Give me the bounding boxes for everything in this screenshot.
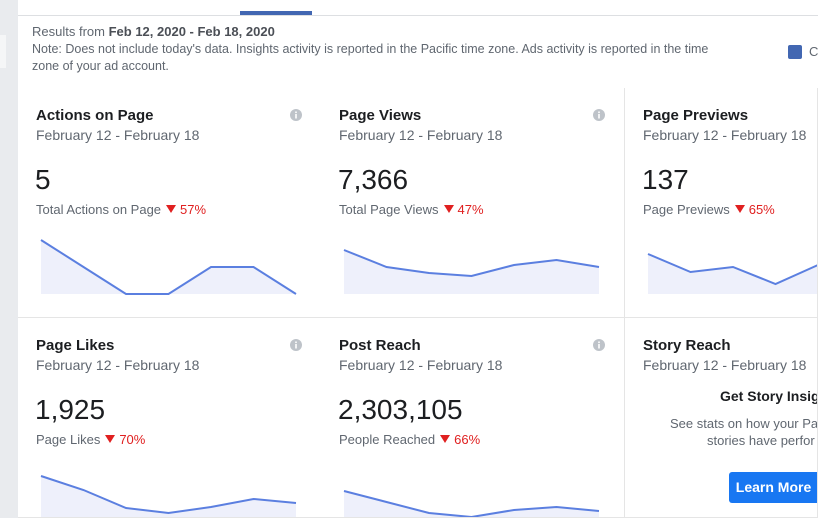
change-percent: 47% [457, 202, 484, 217]
card-title: Page Views [339, 107, 422, 124]
card-title: Story Reach [643, 337, 731, 354]
card-title: Page Likes [36, 337, 115, 354]
side-tab [0, 35, 6, 68]
change-percent: 65% [748, 202, 775, 217]
card-subtitle: February 12 - February 18 [339, 127, 503, 143]
info-glyph [295, 114, 297, 119]
sparkline [647, 253, 817, 294]
metric-line: Page Likes 70% [36, 432, 145, 447]
sparkline-line [343, 490, 600, 517]
card-subtitle: February 12 - February 18 [36, 127, 200, 143]
metric-card: Page Views February 12 - February 18 7,366… [321, 88, 625, 318]
info-icon [290, 109, 302, 121]
info-icon [593, 339, 605, 351]
legend-label: C [809, 44, 818, 59]
story-heading: Get Story Insigh [720, 388, 818, 404]
metric-label: Total Actions on Page [36, 202, 162, 217]
metric-line: Total Page Views 47% [339, 202, 484, 217]
info-glyph [598, 344, 600, 349]
metric-card: Post Reach February 12 - February 18 2,303… [321, 318, 625, 518]
info-dot [598, 341, 600, 344]
card-title: Page Previews [643, 107, 749, 124]
sparkline-line [647, 253, 817, 286]
results-prefix: Results from [32, 24, 105, 39]
metric-value: 137 [642, 164, 689, 195]
info-icon [593, 109, 605, 121]
story-text: stories have perfor [707, 433, 815, 448]
change-arrow [440, 435, 451, 443]
metric-card: Page Likes February 12 - February 18 1,925… [18, 318, 322, 518]
change-arrow [166, 205, 177, 213]
sparkline-line [40, 239, 297, 295]
metric-line: Page Previews 65% [643, 202, 775, 217]
sparkline-area [344, 250, 599, 294]
down-triangle [443, 205, 454, 213]
change-arrow [105, 435, 116, 443]
sparkline-area [41, 240, 296, 294]
metric-line: Total Actions on Page 57% [36, 202, 206, 217]
metric-line: People Reached 66% [339, 432, 480, 447]
info-dot [598, 111, 600, 114]
card-subtitle: February 12 - February 18 [643, 127, 807, 143]
metric-value: 5 [35, 164, 51, 195]
sparkline [40, 239, 297, 295]
header: Results from Feb 12, 2020 - Feb 18, 2020… [18, 0, 818, 88]
down-triangle [105, 435, 116, 443]
card-subtitle: February 12 - February 18 [339, 357, 503, 373]
sparkline [40, 475, 297, 517]
info-glyph [598, 114, 600, 119]
metric-label: People Reached [339, 432, 436, 447]
story-text: See stats on how your Pa [670, 416, 818, 431]
info-icon [290, 339, 302, 351]
metric-label: Page Previews [643, 202, 730, 217]
legend-swatch [788, 45, 802, 59]
tab-bar [18, 0, 818, 16]
down-triangle [734, 205, 745, 213]
card-title: Actions on Page [36, 107, 154, 124]
metric-card: Page Previews February 12 - February 18 13… [625, 88, 818, 318]
sparkline-area [648, 254, 817, 294]
sparkline [343, 249, 600, 294]
change-percent: 70% [119, 432, 146, 447]
metric-label: Total Page Views [339, 202, 439, 217]
metric-value: 2,303,105 [338, 394, 463, 425]
sparkline-area [41, 476, 296, 517]
metric-card: Actions on Page February 12 - February 18… [18, 88, 322, 318]
info-glyph [295, 344, 297, 349]
card-subtitle: February 12 - February 18 [36, 357, 200, 373]
card-subtitle: February 12 - February 18 [643, 357, 807, 373]
active-tab [240, 11, 312, 15]
learn-more-button[interactable]: Learn More [729, 472, 817, 503]
sparkline-line [343, 249, 600, 278]
results-range: Results from Feb 12, 2020 - Feb 18, 2020 [32, 24, 275, 39]
change-percent: 66% [454, 432, 481, 447]
down-triangle [166, 205, 177, 213]
card-title: Post Reach [339, 337, 421, 354]
change-percent: 57% [180, 202, 207, 217]
sparkline [343, 490, 600, 517]
change-arrow [734, 205, 745, 213]
sparkline-line [40, 475, 297, 515]
story-card: Story Reach February 12 - February 18 Get … [625, 318, 818, 518]
date-range: Feb 12, 2020 - Feb 18, 2020 [108, 24, 275, 39]
metric-label: Page Likes [36, 432, 101, 447]
sparkline-area [344, 491, 599, 517]
metric-value: 7,366 [338, 164, 409, 195]
info-dot [295, 111, 297, 114]
note: Note: Does not include today's data. Ins… [32, 42, 709, 73]
change-arrow [443, 205, 454, 213]
down-triangle [440, 435, 451, 443]
metric-value: 1,925 [35, 394, 106, 425]
info-dot [295, 341, 297, 344]
